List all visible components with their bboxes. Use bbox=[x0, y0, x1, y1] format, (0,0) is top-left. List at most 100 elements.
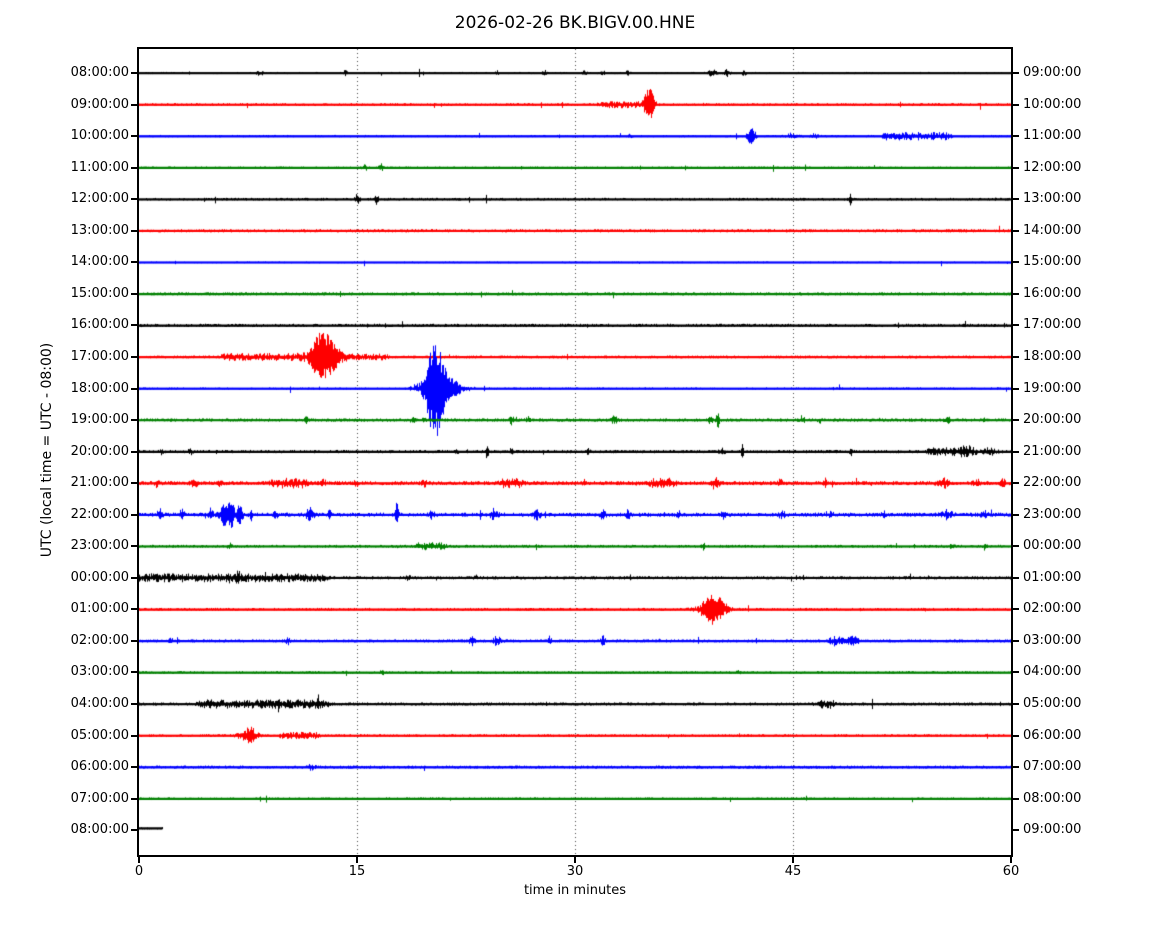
y-tick-left bbox=[131, 513, 137, 516]
y-tick-left bbox=[131, 261, 137, 264]
local-time-label: 20:00:00 bbox=[1023, 412, 1082, 428]
utc-time-label: 05:00:00 bbox=[70, 727, 129, 743]
local-time-label: 02:00:00 bbox=[1023, 601, 1082, 617]
x-tick bbox=[792, 857, 794, 863]
y-tick-right bbox=[1013, 513, 1019, 516]
x-tick-label: 15 bbox=[348, 864, 366, 879]
utc-time-label: 10:00:00 bbox=[70, 128, 129, 144]
utc-time-label: 20:00:00 bbox=[70, 443, 129, 459]
x-tick bbox=[1010, 857, 1012, 863]
y-tick-left bbox=[131, 545, 137, 548]
y-tick-left bbox=[131, 198, 137, 201]
x-tick bbox=[356, 857, 358, 863]
y-tick-right bbox=[1013, 324, 1019, 327]
y-tick-left bbox=[131, 671, 137, 674]
y-tick-right bbox=[1013, 261, 1019, 264]
local-time-label: 06:00:00 bbox=[1023, 727, 1082, 743]
y-tick-right bbox=[1013, 703, 1019, 705]
utc-time-label: 00:00:00 bbox=[70, 569, 129, 585]
local-time-label: 09:00:00 bbox=[1023, 65, 1082, 80]
y-tick-left bbox=[131, 703, 137, 705]
local-time-label: 07:00:00 bbox=[1023, 759, 1082, 775]
y-tick-right bbox=[1013, 608, 1019, 611]
y-tick-right bbox=[1013, 671, 1019, 674]
y-tick-right bbox=[1013, 545, 1019, 548]
local-time-label: 21:00:00 bbox=[1023, 443, 1082, 459]
utc-time-label: 06:00:00 bbox=[70, 759, 129, 775]
local-time-label: 05:00:00 bbox=[1023, 696, 1082, 711]
y-tick-right bbox=[1013, 135, 1019, 138]
y-tick-right bbox=[1013, 797, 1019, 800]
x-tick bbox=[138, 857, 140, 863]
utc-time-label: 19:00:00 bbox=[70, 412, 129, 428]
y-tick-left bbox=[131, 734, 137, 737]
utc-time-label: 09:00:00 bbox=[70, 96, 129, 112]
y-tick-left bbox=[131, 639, 137, 642]
y-tick-right bbox=[1013, 734, 1019, 737]
x-tick-label: 30 bbox=[566, 864, 584, 879]
y-tick-left bbox=[131, 72, 137, 74]
utc-time-label: 21:00:00 bbox=[70, 475, 129, 491]
y-tick-right bbox=[1013, 292, 1019, 295]
utc-time-label: 08:00:00 bbox=[70, 822, 129, 838]
y-tick-left bbox=[131, 797, 137, 800]
plot-area bbox=[137, 47, 1013, 857]
utc-time-label: 03:00:00 bbox=[70, 664, 129, 680]
chart-title: 2026-02-26 BK.BIGV.00.HNE bbox=[454, 13, 696, 33]
utc-time-label: 22:00:00 bbox=[70, 506, 129, 522]
local-time-label: 13:00:00 bbox=[1023, 191, 1082, 207]
utc-time-label: 23:00:00 bbox=[70, 538, 129, 554]
y-tick-right bbox=[1013, 72, 1019, 74]
y-tick-left bbox=[131, 576, 137, 579]
local-time-label: 15:00:00 bbox=[1023, 254, 1082, 270]
y-tick-right bbox=[1013, 829, 1019, 832]
x-tick-label: 45 bbox=[784, 864, 802, 879]
y-tick-left bbox=[131, 766, 137, 769]
local-time-label: 04:00:00 bbox=[1023, 664, 1082, 680]
y-tick-left bbox=[131, 355, 137, 358]
y-tick-right bbox=[1013, 419, 1019, 422]
local-time-label: 18:00:00 bbox=[1023, 348, 1082, 364]
utc-time-label: 14:00:00 bbox=[70, 254, 129, 270]
local-time-label: 09:00:00 bbox=[1023, 822, 1082, 838]
local-time-label: 00:00:00 bbox=[1023, 538, 1082, 554]
utc-time-label: 18:00:00 bbox=[70, 380, 129, 396]
local-time-label: 03:00:00 bbox=[1023, 632, 1082, 648]
x-tick-label: 0 bbox=[134, 864, 144, 879]
utc-time-label: 15:00:00 bbox=[70, 285, 129, 301]
y-tick-right bbox=[1013, 450, 1019, 453]
y-tick-left bbox=[131, 608, 137, 611]
local-time-label: 08:00:00 bbox=[1023, 790, 1082, 806]
local-time-label: 22:00:00 bbox=[1023, 475, 1082, 491]
y-tick-left bbox=[131, 103, 137, 106]
utc-time-label: 04:00:00 bbox=[70, 696, 129, 711]
y-tick-left bbox=[131, 450, 137, 453]
x-tick-label: 60 bbox=[1002, 864, 1020, 879]
local-time-label: 11:00:00 bbox=[1023, 128, 1082, 144]
y-tick-left bbox=[131, 135, 137, 138]
local-time-label: 16:00:00 bbox=[1023, 285, 1082, 301]
utc-time-label: 11:00:00 bbox=[70, 159, 129, 175]
utc-time-label: 17:00:00 bbox=[70, 348, 129, 364]
y-tick-right bbox=[1013, 229, 1019, 232]
y-tick-right bbox=[1013, 387, 1019, 390]
y-tick-left bbox=[131, 387, 137, 390]
y-tick-right bbox=[1013, 576, 1019, 579]
y-tick-right bbox=[1013, 198, 1019, 201]
helicorder-canvas bbox=[139, 49, 1011, 855]
local-time-label: 01:00:00 bbox=[1023, 569, 1082, 585]
local-time-label: 19:00:00 bbox=[1023, 380, 1082, 396]
x-tick bbox=[574, 857, 576, 863]
y-tick-left bbox=[131, 292, 137, 295]
utc-time-label: 07:00:00 bbox=[70, 790, 129, 806]
y-tick-right bbox=[1013, 355, 1019, 358]
y-tick-right bbox=[1013, 103, 1019, 106]
y-tick-left bbox=[131, 419, 137, 422]
utc-time-label: 16:00:00 bbox=[70, 317, 129, 333]
y-tick-left bbox=[131, 324, 137, 327]
utc-time-label: 13:00:00 bbox=[70, 222, 129, 238]
local-time-label: 14:00:00 bbox=[1023, 222, 1082, 238]
y-tick-right bbox=[1013, 166, 1019, 169]
x-axis-label: time in minutes bbox=[523, 883, 627, 898]
